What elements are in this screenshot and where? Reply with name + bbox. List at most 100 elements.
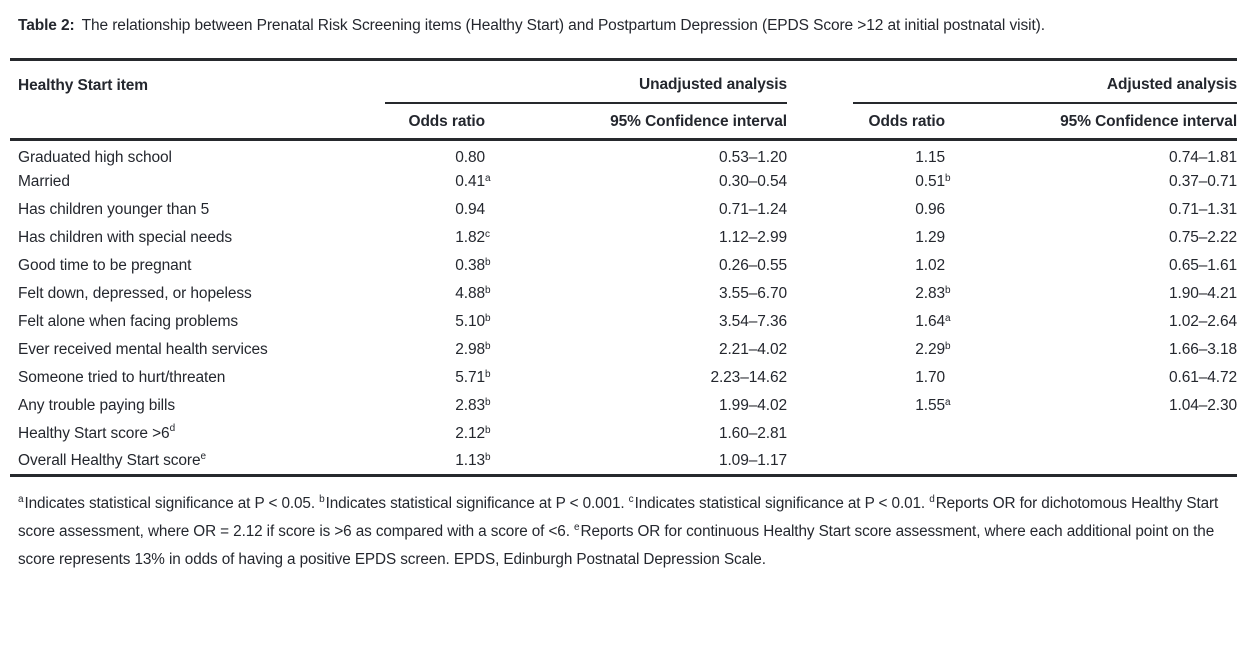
unadjusted-ci-cell: 0.53–1.20 <box>718 149 788 167</box>
unadjusted-ci-cell: 1.12–2.99 <box>718 228 788 246</box>
column-gap <box>787 392 853 420</box>
footnote-marker: d <box>929 493 935 505</box>
table-row: Someone tried to hurt/threaten 5.71b 2.2… <box>10 364 1237 392</box>
adjusted-ci-cell: 0.71–1.31 <box>1168 200 1238 218</box>
table-row: Has children with special needs 1.82c 1.… <box>10 224 1237 252</box>
item-cell: Has children younger than 5 <box>10 196 385 224</box>
paper-table-figure: Table 2: The relationship between Prenata… <box>10 12 1237 574</box>
column-gap <box>787 336 853 364</box>
adjusted-odds-ratio-cell: 0.96 <box>915 200 946 218</box>
group-header-row: Healthy Start item Unadjusted analysis A… <box>10 58 1237 104</box>
column-header-adjusted-odds-ratio: Odds ratio <box>853 102 957 141</box>
column-gap <box>787 280 853 308</box>
column-header-item: Healthy Start item <box>10 58 385 103</box>
column-gap <box>787 102 854 141</box>
adjusted-odds-ratio-cell: 1.15 <box>915 149 946 167</box>
column-gap <box>787 252 853 280</box>
item-label: Good time to be pregnant <box>18 256 192 274</box>
sub-header-empty <box>10 102 385 141</box>
unadjusted-odds-ratio-cell: 5.10b <box>455 312 491 330</box>
unadjusted-odds-ratio-cell: 1.82c <box>455 228 490 246</box>
column-gap <box>787 308 853 336</box>
group-header-unadjusted: Unadjusted analysis <box>385 58 787 104</box>
adjusted-ci-cell: 0.65–1.61 <box>1168 256 1238 274</box>
adjusted-odds-ratio-cell: 2.29b <box>915 340 951 358</box>
item-cell: Overall Healthy Start scoree <box>10 447 385 477</box>
table-row: Has children younger than 5 0.94 0.71–1.… <box>10 196 1237 224</box>
unadjusted-odds-ratio-cell: 0.41a <box>455 172 491 190</box>
item-superscript: d <box>169 423 176 435</box>
table-row: Any trouble paying bills 2.83b 1.99–4.02… <box>10 392 1237 420</box>
unadjusted-ci-cell: 3.55–6.70 <box>718 284 788 302</box>
unadjusted-odds-ratio-cell: 0.94 <box>455 200 485 218</box>
unadjusted-ci-cell: 0.26–0.55 <box>718 256 788 274</box>
column-gap <box>787 447 854 477</box>
results-table: Healthy Start item Unadjusted analysis A… <box>10 58 1237 477</box>
column-gap <box>787 168 853 196</box>
item-cell: Felt alone when facing problems <box>10 308 385 336</box>
footnote-text: Indicates statistical significance at P … <box>634 495 930 512</box>
table-caption: Table 2: The relationship between Prenata… <box>18 12 1188 40</box>
adjusted-ci-cell <box>956 420 1237 448</box>
column-header-adjusted-ci: 95% Confidence interval <box>956 102 1237 141</box>
unadjusted-ci-cell: 3.54–7.36 <box>718 312 788 330</box>
item-label: Has children younger than 5 <box>18 200 210 218</box>
unadjusted-ci-cell: 1.99–4.02 <box>718 396 788 414</box>
unadjusted-ci-cell: 0.30–0.54 <box>718 172 788 190</box>
table-row: Felt alone when facing problems 5.10b 3.… <box>10 308 1237 336</box>
adjusted-odds-ratio-cell: 0.51b <box>915 172 951 190</box>
item-label: Graduated high school <box>18 149 172 167</box>
item-cell: Healthy Start score >6d <box>10 420 385 448</box>
unadjusted-ci-cell: 2.21–4.02 <box>718 340 788 358</box>
unadjusted-ci-cell: 2.23–14.62 <box>710 368 788 386</box>
item-label: Felt down, depressed, or hopeless <box>18 284 252 302</box>
item-cell: Has children with special needs <box>10 224 385 252</box>
column-gap <box>787 420 853 448</box>
table-caption-label: Table 2: <box>18 17 75 34</box>
group-header-adjusted: Adjusted analysis <box>853 58 1237 104</box>
unadjusted-odds-ratio-cell: 4.88b <box>455 284 491 302</box>
adjusted-odds-ratio-cell: 1.02 <box>915 256 946 274</box>
footnote-marker: b <box>319 493 325 505</box>
table-row: Overall Healthy Start scoree 1.13b 1.09–… <box>10 447 1238 477</box>
footnote-text: Indicates statistical significance at P … <box>325 495 629 512</box>
item-label: Has children with special needs <box>18 228 233 246</box>
footnote-marker: e <box>574 521 580 533</box>
item-cell: Any trouble paying bills <box>10 392 385 420</box>
adjusted-ci-cell: 0.74–1.81 <box>1168 149 1238 167</box>
column-header-unadjusted-odds-ratio: Odds ratio <box>385 102 496 141</box>
table-row: Felt down, depressed, or hopeless 4.88b … <box>10 280 1237 308</box>
table-footnotes: aIndicates statistical significance at P… <box>18 490 1237 574</box>
column-gap <box>787 140 853 168</box>
unadjusted-odds-ratio-cell: 2.98b <box>455 340 491 358</box>
item-cell: Ever received mental health services <box>10 336 385 364</box>
table-row: Graduated high school 0.80 0.53–1.20 1.1… <box>10 140 1237 168</box>
column-gap <box>787 224 853 252</box>
footnote-marker: c <box>628 493 634 505</box>
table-body: Graduated high school 0.80 0.53–1.20 1.1… <box>10 140 1238 477</box>
adjusted-ci-cell: 0.37–0.71 <box>1168 172 1238 190</box>
adjusted-odds-ratio-cell: 1.70 <box>915 368 946 386</box>
table-caption-text: The relationship between Prenatal Risk S… <box>81 17 1045 34</box>
adjusted-odds-ratio-cell <box>853 447 957 477</box>
footnote-text: Reports OR for continuous Healthy Start … <box>18 523 1215 568</box>
adjusted-odds-ratio-cell: 1.64a <box>915 312 951 330</box>
column-gap <box>787 196 853 224</box>
unadjusted-odds-ratio-cell: 2.12b <box>455 424 491 442</box>
footnote-text: Reports OR for dichotomous Healthy Start… <box>18 495 1219 540</box>
adjusted-ci-cell: 1.66–3.18 <box>1168 340 1238 358</box>
footnote-text: Indicates statistical significance at P … <box>24 495 320 512</box>
table-row: Healthy Start score >6d 2.12b 1.60–2.81 <box>10 420 1237 448</box>
sub-header-row: Odds ratio 95% Confidence interval Odds … <box>10 102 1237 141</box>
unadjusted-ci-cell: 0.71–1.24 <box>718 200 788 218</box>
item-label: Overall Healthy Start score <box>18 451 201 469</box>
adjusted-ci-cell: 1.02–2.64 <box>1168 312 1238 330</box>
unadjusted-odds-ratio-cell: 1.13b <box>385 447 496 477</box>
item-cell: Someone tried to hurt/threaten <box>10 364 385 392</box>
table-header: Healthy Start item Unadjusted analysis A… <box>10 58 1237 141</box>
footnote-marker: a <box>18 493 24 505</box>
unadjusted-odds-ratio-cell: 0.80 <box>455 149 485 167</box>
item-label: Someone tried to hurt/threaten <box>18 368 226 386</box>
unadjusted-odds-ratio-cell: 5.71b <box>455 368 491 386</box>
item-cell: Graduated high school <box>10 140 385 168</box>
